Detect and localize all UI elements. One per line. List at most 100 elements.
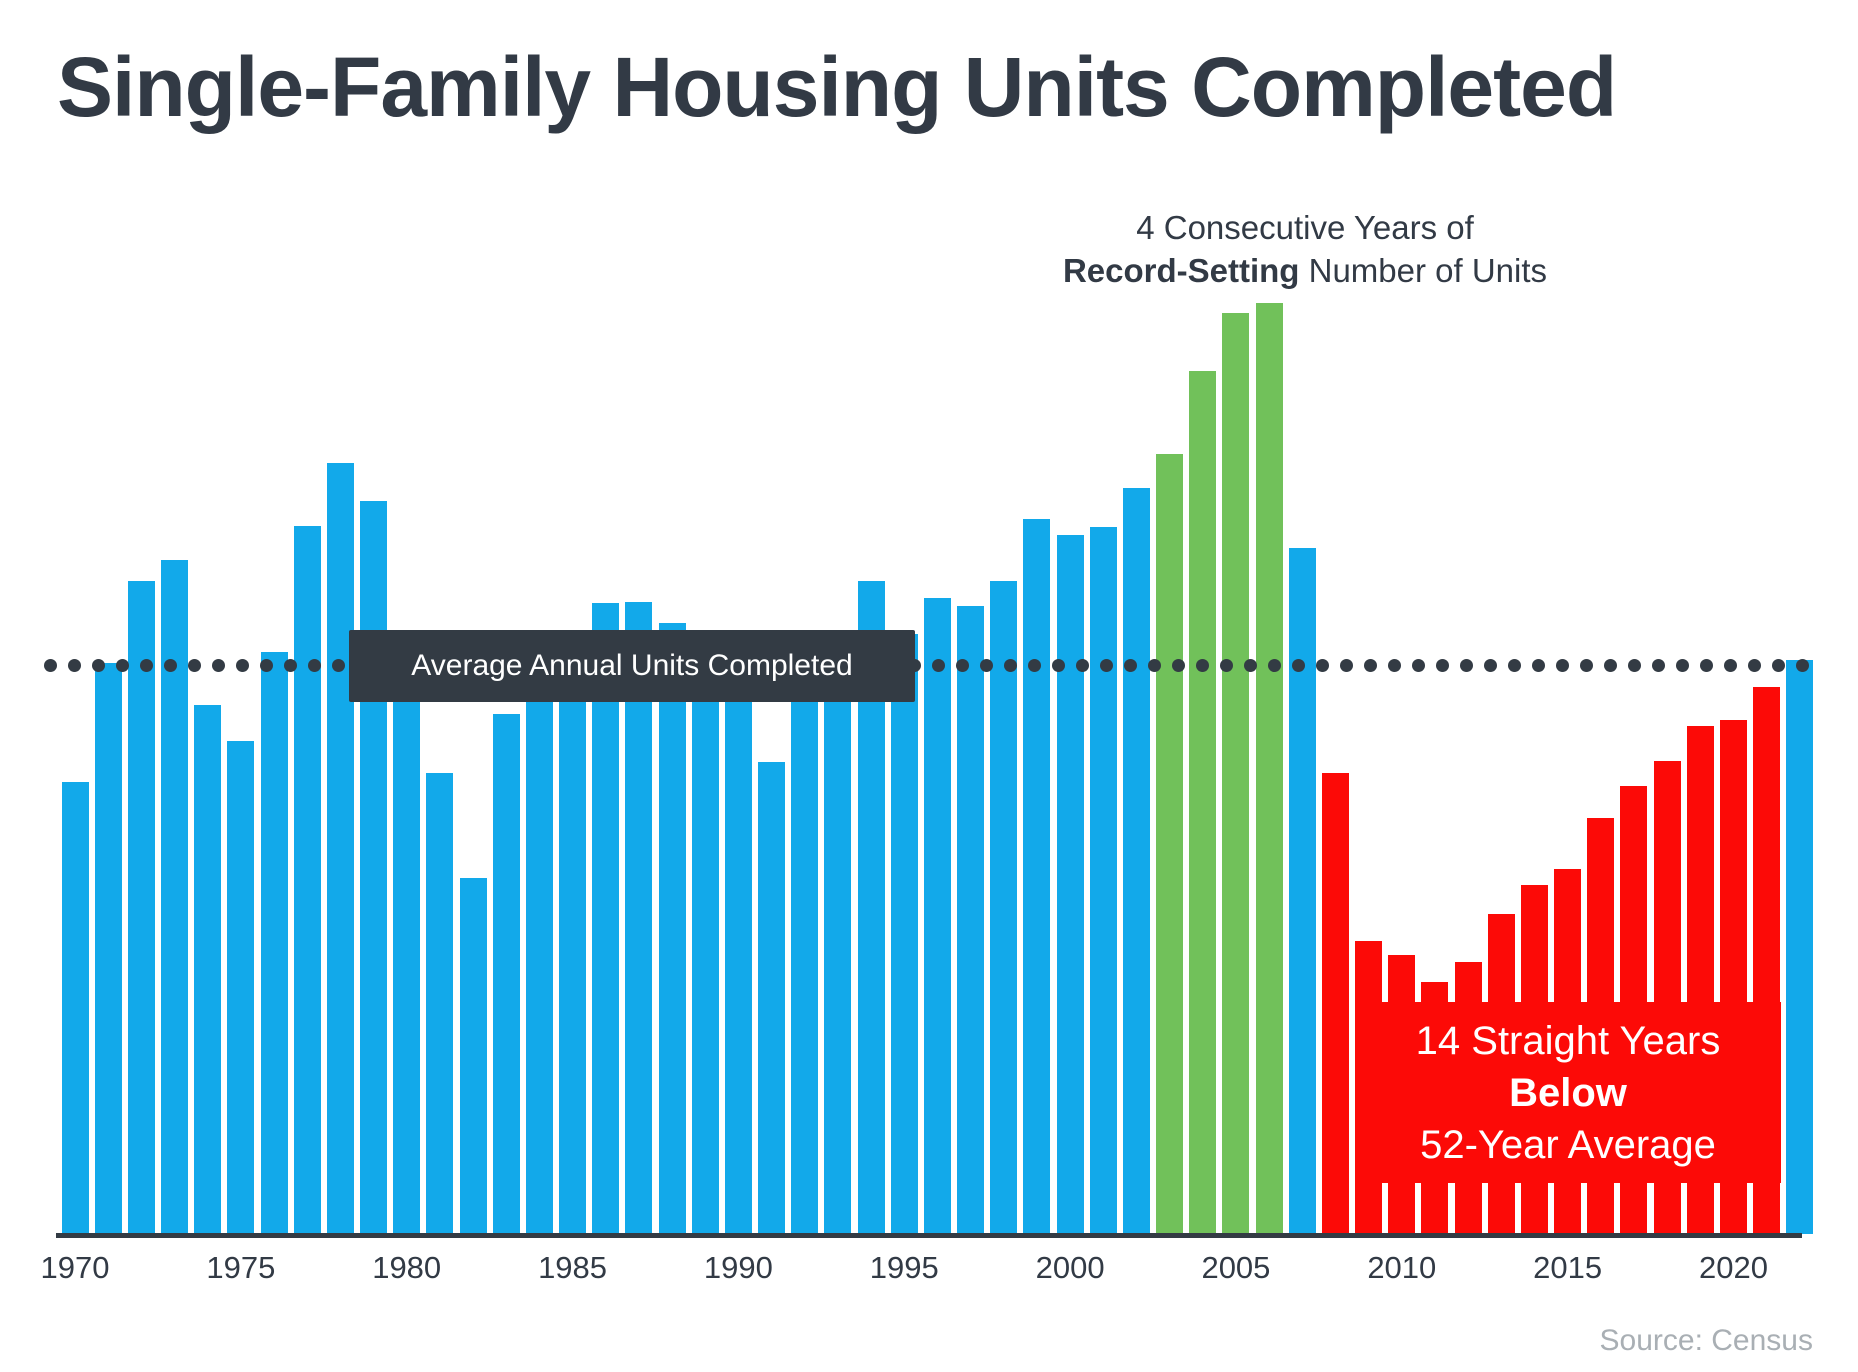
- average-line-dot: [1579, 658, 1593, 672]
- record-annotation-line2-rest: Number of Units: [1299, 252, 1548, 289]
- bar-1972: [127, 580, 155, 1234]
- bar-1986: [592, 603, 620, 1234]
- average-line-dot: [1507, 658, 1521, 672]
- below-average-line3: 52-Year Average: [1420, 1122, 1716, 1167]
- bar-1985: [559, 630, 587, 1234]
- bar-1981: [426, 772, 454, 1234]
- bar-2000: [1056, 534, 1084, 1234]
- x-tick-2010: 2010: [1367, 1250, 1437, 1285]
- average-line-dot: [259, 658, 273, 672]
- average-line-dot: [1339, 658, 1353, 672]
- x-tick-1985: 1985: [538, 1250, 608, 1285]
- average-line-dot: [163, 658, 177, 672]
- bar-1977: [293, 525, 321, 1234]
- bar-2003: [1156, 453, 1184, 1234]
- average-line-label: Average Annual Units Completed: [349, 630, 915, 702]
- bar-1987: [625, 601, 653, 1234]
- bar-2007: [1288, 548, 1316, 1234]
- average-line-dot: [1147, 658, 1161, 672]
- average-line-dot: [1435, 658, 1449, 672]
- average-line-dot: [1099, 658, 1113, 672]
- bar-1984: [525, 656, 553, 1234]
- average-line-dot: [1363, 658, 1377, 672]
- average-line-dot: [43, 658, 57, 672]
- average-line-dot: [1651, 658, 1665, 672]
- average-line-dot: [1699, 658, 1713, 672]
- average-line-dot: [931, 658, 945, 672]
- bar-1976: [260, 651, 288, 1234]
- average-line-dot: [979, 658, 993, 672]
- average-line-dot: [67, 658, 81, 672]
- bar-1979: [360, 501, 388, 1234]
- average-line-dot: [1411, 658, 1425, 672]
- bar-1993: [824, 648, 852, 1234]
- bar-2005: [1222, 312, 1250, 1234]
- average-line-dot: [1267, 658, 1281, 672]
- average-line-dot: [1291, 658, 1305, 672]
- average-line-dot: [1003, 658, 1017, 672]
- bar-2001: [1089, 526, 1117, 1234]
- bar-1973: [161, 559, 188, 1234]
- average-line-dot: [307, 658, 321, 672]
- average-line-dot: [1315, 658, 1329, 672]
- x-tick-2020: 2020: [1699, 1250, 1768, 1285]
- average-line-dot: [1027, 658, 1041, 672]
- average-line-dot: [1483, 658, 1497, 672]
- average-line-dot: [1531, 658, 1545, 672]
- average-line-dot: [115, 658, 129, 672]
- bar-1975: [227, 741, 255, 1234]
- average-line-dot: [1219, 658, 1233, 672]
- average-line-dot: [331, 658, 345, 672]
- bar-1978: [326, 463, 354, 1234]
- x-tick-2000: 2000: [1035, 1250, 1105, 1285]
- bar-1989: [691, 656, 719, 1234]
- bar-1970: [61, 782, 89, 1234]
- average-line-dot: [283, 658, 297, 672]
- x-axis-line: [56, 1233, 1802, 1238]
- source-credit: Source: Census: [1599, 1324, 1813, 1357]
- bar-1998: [990, 580, 1018, 1234]
- bar-1991: [758, 762, 786, 1234]
- average-line-dot: [1771, 658, 1785, 672]
- average-line-dot: [1627, 658, 1641, 672]
- bar-1988: [658, 623, 686, 1234]
- average-line-dot: [1723, 658, 1737, 672]
- average-line-dot: [1075, 658, 1089, 672]
- below-average-annotation: 14 Straight Years Below 52-Year Average: [1355, 1002, 1781, 1183]
- average-line-dot: [1387, 658, 1401, 672]
- average-line-dot: [1603, 658, 1617, 672]
- average-line-dot: [1171, 658, 1185, 672]
- average-line-dot: [211, 658, 225, 672]
- below-average-line2: Below: [1509, 1070, 1627, 1115]
- average-line-dot: [1555, 658, 1569, 672]
- average-line-dot: [1051, 658, 1065, 672]
- bar-1983: [492, 713, 520, 1234]
- x-tick-2005: 2005: [1201, 1250, 1271, 1285]
- average-line-dot: [1459, 658, 1473, 672]
- record-annotation-line1: 4 Consecutive Years of: [1136, 209, 1474, 246]
- bar-1980: [393, 695, 421, 1234]
- average-line-dot: [1675, 658, 1689, 672]
- average-line-dot: [187, 658, 201, 672]
- bar-1992: [791, 691, 819, 1234]
- average-line-dot: [1795, 658, 1809, 672]
- x-tick-1970: 1970: [40, 1250, 110, 1285]
- bar-1971: [94, 663, 122, 1234]
- record-setting-annotation: 4 Consecutive Years of Record-Setting Nu…: [1005, 206, 1605, 292]
- average-line-dot: [1123, 658, 1137, 672]
- average-line-dot: [235, 658, 249, 672]
- bar-1995: [890, 633, 918, 1234]
- record-annotation-line2-bold: Record-Setting: [1062, 252, 1300, 289]
- average-line-dot: [91, 658, 105, 672]
- x-tick-1980: 1980: [372, 1250, 442, 1285]
- bar-1990: [724, 690, 752, 1234]
- bar-2008: [1321, 772, 1349, 1234]
- bar-2006: [1255, 302, 1283, 1234]
- x-tick-1995: 1995: [869, 1250, 939, 1285]
- bar-1996: [923, 598, 951, 1234]
- x-tick-1990: 1990: [703, 1250, 773, 1285]
- below-average-line1: 14 Straight Years: [1415, 1018, 1721, 1063]
- bar-1974: [194, 704, 222, 1234]
- bar-2002: [1122, 487, 1150, 1234]
